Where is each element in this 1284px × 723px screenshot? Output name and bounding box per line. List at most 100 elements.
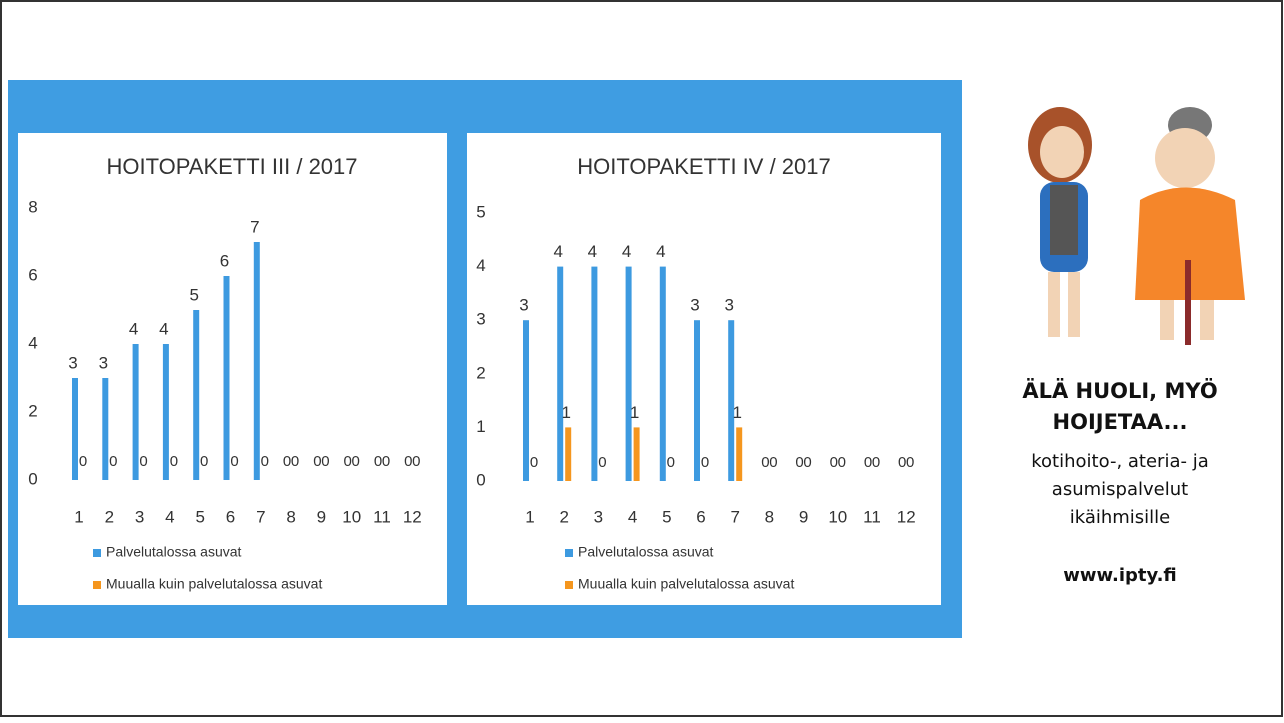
bar <box>625 266 632 481</box>
legend-label: Palvelutalossa asuvat <box>578 544 714 560</box>
y-tick-label: 0 <box>476 470 485 489</box>
data-label: 0 <box>352 453 360 470</box>
chart-panel <box>18 133 447 605</box>
x-tick-label: 11 <box>863 507 881 526</box>
x-tick-label: 3 <box>594 507 603 526</box>
data-label: 0 <box>139 453 147 470</box>
x-tick-label: 7 <box>256 507 265 526</box>
chart-panel <box>467 133 941 605</box>
data-label: 3 <box>724 296 733 315</box>
data-label: 0 <box>261 453 269 470</box>
x-tick-label: 12 <box>897 507 916 526</box>
bar <box>162 344 169 480</box>
data-label: 4 <box>622 242 631 261</box>
data-label: 0 <box>344 453 352 470</box>
data-label: 0 <box>864 454 872 471</box>
x-tick-label: 9 <box>317 507 326 526</box>
bar <box>728 320 735 481</box>
x-tick-label: 5 <box>195 507 204 526</box>
data-label: 4 <box>588 242 597 261</box>
y-tick-label: 2 <box>28 401 37 420</box>
data-label: 0 <box>701 454 709 471</box>
data-label: 5 <box>189 285 198 304</box>
data-label: 4 <box>553 242 562 261</box>
x-tick-label: 4 <box>165 507 174 526</box>
legend-swatch <box>565 549 573 557</box>
bar <box>193 310 200 480</box>
description: asumispalvelut <box>1052 479 1188 500</box>
bar <box>102 378 109 480</box>
y-tick-label: 5 <box>476 202 485 221</box>
data-label: 0 <box>412 453 420 470</box>
bar <box>557 266 564 481</box>
data-label: 3 <box>690 296 699 315</box>
chart-title: HOITOPAKETTI IV / 2017 <box>577 154 831 179</box>
data-label: 0 <box>769 454 777 471</box>
legend-label: Muualla kuin palvelutalossa asuvat <box>578 576 794 592</box>
data-label: 1 <box>630 403 639 422</box>
x-tick-label: 7 <box>730 507 739 526</box>
data-label: 0 <box>898 454 906 471</box>
data-label: 1 <box>561 403 570 422</box>
slogan: HOIJETAA... <box>1053 410 1188 434</box>
data-label: 0 <box>795 454 803 471</box>
y-tick-label: 4 <box>476 256 485 275</box>
data-label: 0 <box>109 453 117 470</box>
description: kotihoito-, ateria- ja <box>1031 451 1208 472</box>
legend-swatch <box>93 549 101 557</box>
y-tick-label: 4 <box>28 333 37 352</box>
bar <box>591 266 598 481</box>
x-tick-label: 11 <box>373 507 391 526</box>
data-label: 4 <box>129 319 138 338</box>
data-label: 3 <box>99 353 108 372</box>
x-tick-label: 12 <box>403 507 422 526</box>
data-label: 7 <box>250 217 259 236</box>
x-tick-label: 1 <box>525 507 534 526</box>
bar <box>523 320 529 481</box>
y-tick-label: 2 <box>476 363 485 382</box>
data-label: 4 <box>159 319 168 338</box>
y-tick-label: 6 <box>28 265 37 284</box>
data-label: 0 <box>382 453 390 470</box>
data-label: 0 <box>170 453 178 470</box>
x-tick-label: 2 <box>105 507 114 526</box>
legend-swatch <box>93 581 101 589</box>
data-label: 0 <box>230 453 238 470</box>
data-label: 0 <box>79 453 87 470</box>
y-tick-label: 1 <box>476 417 485 436</box>
data-label: 0 <box>374 453 382 470</box>
chart-title: HOITOPAKETTI III / 2017 <box>106 154 357 179</box>
x-tick-label: 1 <box>74 507 83 526</box>
y-tick-label: 8 <box>28 197 37 216</box>
data-label: 0 <box>530 454 538 471</box>
url: www.ipty.fi <box>1063 565 1177 586</box>
data-label: 0 <box>283 453 291 470</box>
data-label: 4 <box>656 242 665 261</box>
data-label: 3 <box>519 296 528 315</box>
x-tick-label: 4 <box>628 507 637 526</box>
data-label: 0 <box>598 454 606 471</box>
data-label: 0 <box>761 454 769 471</box>
data-label: 0 <box>803 454 811 471</box>
data-label: 0 <box>200 453 208 470</box>
x-tick-label: 10 <box>342 507 361 526</box>
x-tick-label: 6 <box>226 507 235 526</box>
data-label: 0 <box>291 453 299 470</box>
data-label: 0 <box>838 454 846 471</box>
bar <box>736 427 743 481</box>
legend-label: Muualla kuin palvelutalossa asuvat <box>106 576 322 592</box>
x-tick-label: 2 <box>559 507 568 526</box>
bar <box>659 266 666 481</box>
description: ikäihmisille <box>1070 507 1171 528</box>
x-tick-label: 9 <box>799 507 808 526</box>
x-tick-label: 8 <box>765 507 774 526</box>
data-label: 0 <box>667 454 675 471</box>
y-tick-label: 3 <box>476 310 485 329</box>
data-label: 0 <box>872 454 880 471</box>
bar <box>633 427 640 481</box>
x-tick-label: 5 <box>662 507 671 526</box>
data-label: 0 <box>313 453 321 470</box>
data-label: 0 <box>321 453 329 470</box>
data-label: 0 <box>906 454 914 471</box>
